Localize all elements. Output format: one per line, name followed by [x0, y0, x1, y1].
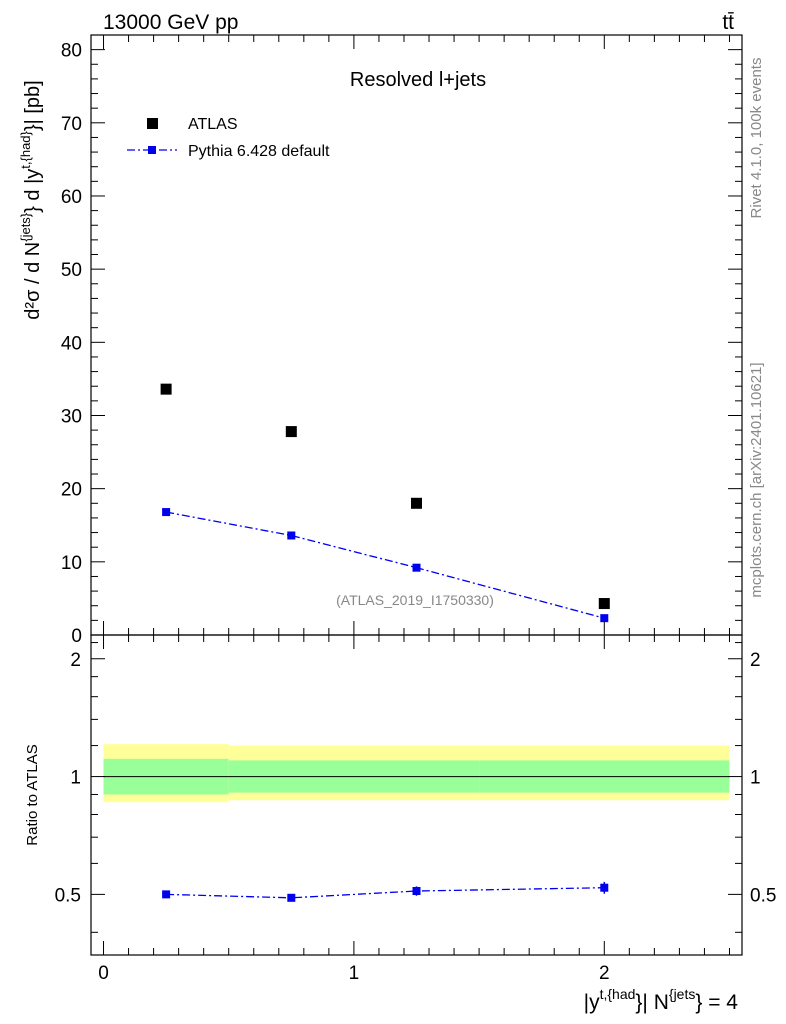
main-ytick-label: 50: [61, 260, 82, 281]
legend-atlas-marker: [147, 118, 158, 129]
legend-mc-marker: [148, 146, 156, 154]
main-x-ticks: [103, 35, 730, 635]
ratio-mc-line: [166, 887, 605, 899]
ratio-mc-point: [162, 890, 171, 899]
x-label-sup1: t,{had: [600, 986, 636, 1002]
mc-point: [162, 508, 171, 517]
main-y-label: d²σ / d N{jets}} d |yt,{had}}| [pb]: [18, 80, 44, 319]
ratio-panel: 0.5 0.5 1 1 2 2 0 1 2 Ratio to ATLAS |yt,{had}|…: [24, 634, 776, 1014]
ratio-x-axis: 0 1 2: [98, 635, 730, 984]
legend: ATLAS Pythia 6.428 default: [127, 116, 330, 160]
main-plot-marks: [160, 383, 610, 623]
main-ytick-label: 30: [61, 406, 82, 427]
mc-series-line: [165, 511, 605, 619]
energy-label: 13000 GeV pp: [103, 11, 238, 34]
x-label-mid: }| N: [635, 991, 668, 1014]
rivet-note: Rivet 4.1.0, 100k events: [748, 58, 765, 219]
ratio-xtick-label: 1: [349, 963, 360, 984]
main-y-axis: 0 10 20 30 40 50 60 70 80: [61, 34, 742, 647]
ratio-ytick-label-right: 1: [750, 768, 761, 789]
y-label-mid: } d |y: [22, 169, 44, 213]
x-axis-label: |yt,{had}| N{jets} = 4: [584, 986, 739, 1014]
ratio-mc-point: [287, 893, 296, 902]
ratio-uncertainty-bands: [103, 744, 730, 803]
ratio-ytick-label-right: 0.5: [750, 885, 776, 906]
ratio-y-label: Ratio to ATLAS: [24, 744, 41, 845]
y-label-sup1: {jets}: [18, 212, 33, 242]
ratio-y-axis: 0.5 0.5 1 1 2 2: [55, 642, 776, 933]
ratio-ytick-label: 1: [70, 768, 81, 789]
ratio-mc-point: [412, 887, 421, 896]
legend-mc-label: Pythia 6.428 default: [188, 143, 330, 160]
mc-point: [600, 614, 609, 623]
mc-point: [412, 563, 421, 572]
atlas-point: [285, 426, 297, 438]
ratio-ytick-label: 2: [70, 650, 81, 671]
process-label: tt̄: [722, 11, 734, 34]
x-label-pre: |y: [584, 991, 600, 1014]
plot-title: Resolved l+jets: [350, 69, 486, 91]
atlas-point: [160, 383, 172, 395]
main-ytick-label: 10: [61, 553, 82, 574]
main-ytick-label: 60: [61, 187, 82, 208]
legend-atlas-label: ATLAS: [188, 116, 238, 133]
main-ytick-label: 20: [61, 480, 82, 501]
main-panel: 0 10 20 30 40 50 60 70 80 Resolved l+jets (ATLAS…: [18, 34, 743, 647]
ratio-frame: [90, 634, 743, 956]
main-ytick-label: 70: [61, 114, 82, 135]
main-ytick-label: 40: [61, 333, 82, 354]
ratio-ytick-label: 0.5: [55, 885, 81, 906]
main-ytick-label: 0: [71, 626, 82, 647]
x-label-end: } = 4: [695, 991, 738, 1014]
ratio-xtick-label: 2: [599, 963, 610, 984]
y-label-main: d²σ / d N: [22, 242, 44, 320]
mc-point: [287, 531, 296, 540]
y-label-end: }| [pb]: [22, 80, 44, 131]
ratio-mc-point: [600, 883, 609, 892]
y-label-sup2: t,{had}: [18, 130, 33, 168]
analysis-watermark: (ATLAS_2019_I1750330): [336, 592, 494, 608]
ratio-plot-marks: [162, 881, 609, 902]
atlas-point: [598, 598, 610, 610]
atlas-point: [411, 497, 422, 509]
mcplots-note: mcplots.cern.ch [arXiv:2401.10621]: [748, 362, 765, 597]
ratio-ytick-label-right: 2: [750, 650, 761, 671]
ratio-xtick-label: 0: [98, 963, 109, 984]
x-label-sup2: {jets: [669, 986, 695, 1002]
main-ytick-label: 80: [61, 41, 82, 62]
